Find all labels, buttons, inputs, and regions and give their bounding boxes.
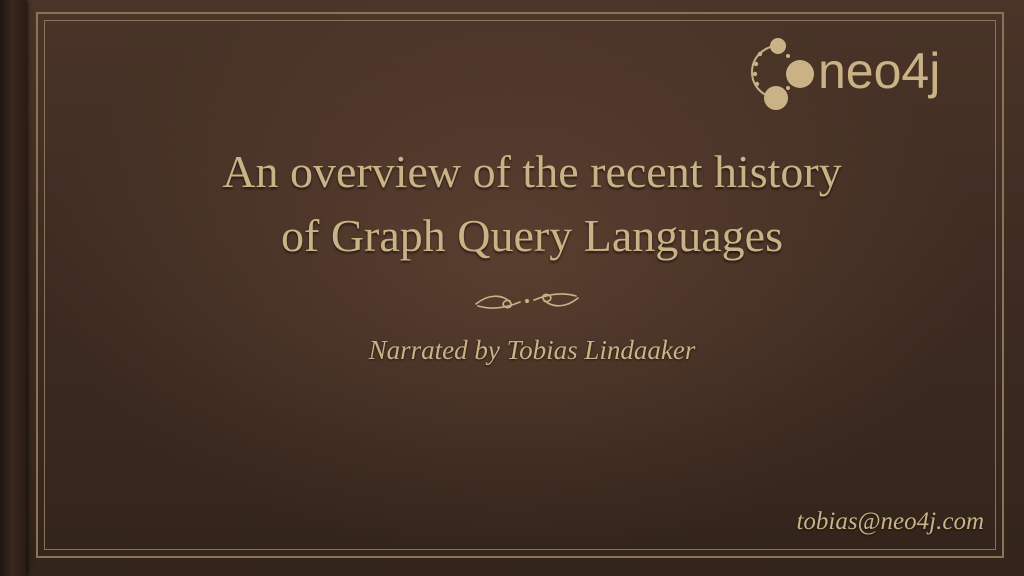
neo4j-logo: neo4j — [738, 26, 998, 118]
neo4j-graph-logo-icon: neo4j — [751, 38, 940, 110]
ornament-flourish-icon — [475, 293, 579, 309]
logo-wordmark: neo4j — [818, 43, 940, 99]
slide-title-line-2: of Graph Query Languages — [281, 210, 783, 261]
slide-subtitle: Narrated by Tobias Lindaaker — [368, 335, 696, 365]
contact-email: tobias@neo4j.com — [796, 508, 984, 535]
slide-title: An overview of the recent history of Gra… — [80, 140, 984, 268]
decorative-border-outer — [36, 12, 1004, 558]
decorative-border-inner — [44, 20, 996, 550]
book-spine — [0, 0, 26, 576]
slide-title-line-1: An overview of the recent history — [222, 146, 842, 197]
